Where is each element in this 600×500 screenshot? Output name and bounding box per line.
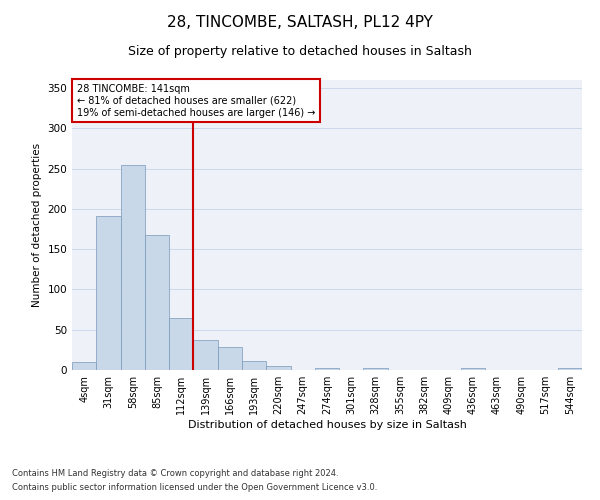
Bar bbox=[193, 340, 218, 370]
Bar bbox=[558, 368, 582, 370]
X-axis label: Distribution of detached houses by size in Saltash: Distribution of detached houses by size … bbox=[188, 420, 466, 430]
Bar bbox=[242, 361, 266, 370]
Bar bbox=[72, 362, 96, 370]
Bar bbox=[96, 216, 121, 370]
Bar bbox=[315, 368, 339, 370]
Text: 28, TINCOMBE, SALTASH, PL12 4PY: 28, TINCOMBE, SALTASH, PL12 4PY bbox=[167, 15, 433, 30]
Text: Size of property relative to detached houses in Saltash: Size of property relative to detached ho… bbox=[128, 45, 472, 58]
Text: Contains HM Land Registry data © Crown copyright and database right 2024.: Contains HM Land Registry data © Crown c… bbox=[12, 468, 338, 477]
Text: Contains public sector information licensed under the Open Government Licence v3: Contains public sector information licen… bbox=[12, 484, 377, 492]
Bar bbox=[145, 236, 169, 370]
Bar bbox=[266, 366, 290, 370]
Bar bbox=[461, 368, 485, 370]
Bar bbox=[364, 368, 388, 370]
Bar bbox=[169, 318, 193, 370]
Y-axis label: Number of detached properties: Number of detached properties bbox=[32, 143, 42, 307]
Text: 28 TINCOMBE: 141sqm
← 81% of detached houses are smaller (622)
19% of semi-detac: 28 TINCOMBE: 141sqm ← 81% of detached ho… bbox=[77, 84, 316, 117]
Bar bbox=[121, 164, 145, 370]
Bar bbox=[218, 346, 242, 370]
